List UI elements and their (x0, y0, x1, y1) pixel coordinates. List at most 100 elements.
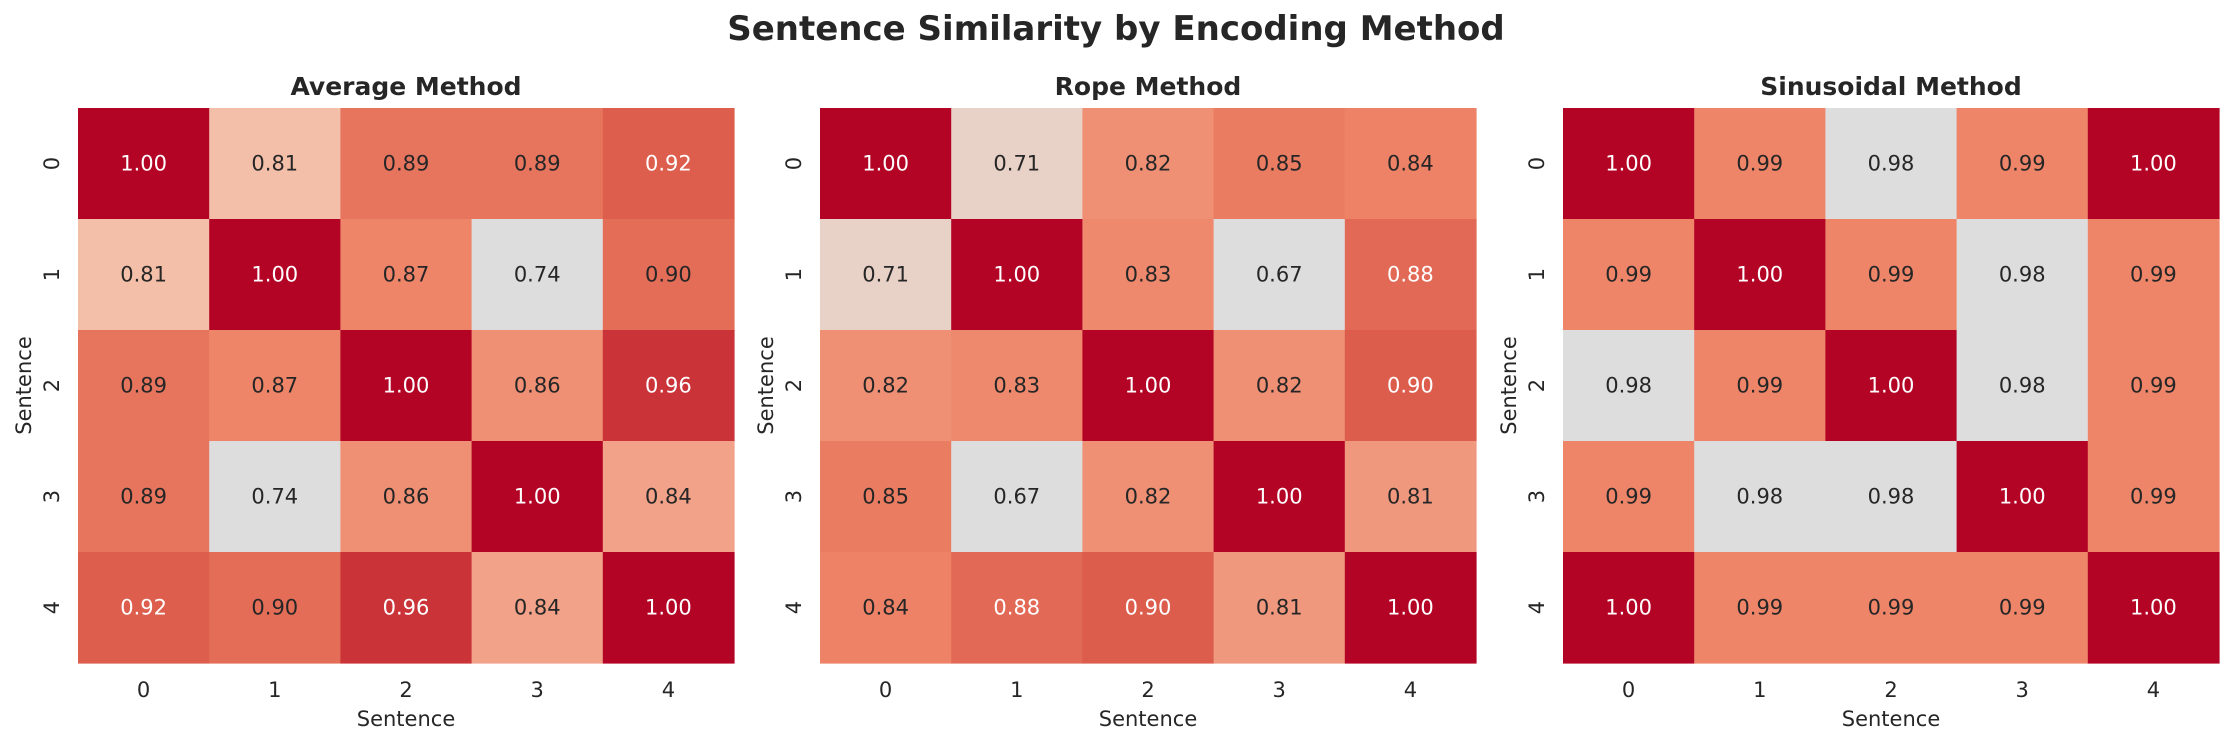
cell-value-label: 0.99 (1999, 596, 2046, 620)
heatmap-cell (1956, 552, 2089, 664)
heatmap-panel: Rope Method 1.00 0.71 0.82 0.85 0.84 0.71 1.00 0… (754, 72, 1477, 731)
cell-value-label: 0.81 (1387, 485, 1434, 509)
cell-value-label: 0.89 (383, 152, 430, 176)
x-tick-label: 3 (2016, 678, 2029, 702)
cell-value-label: 0.98 (1736, 485, 1783, 509)
cell-value-label: 1.00 (1868, 374, 1915, 398)
cell-value-label: 0.83 (993, 374, 1040, 398)
heatmap-cell (209, 330, 341, 442)
y-tick-label: 0 (1525, 157, 1549, 170)
figure-title: Sentence Similarity by Encoding Method (727, 9, 1505, 49)
heatmap-cell (78, 441, 210, 553)
cell-value-label: 0.81 (251, 152, 298, 176)
heatmap-cell (209, 441, 341, 553)
heatmap-cell (209, 552, 341, 664)
heatmap-cell (1213, 219, 1346, 331)
cell-value-label: 0.85 (1256, 152, 1303, 176)
cell-value-label: 1.00 (1999, 485, 2046, 509)
cell-value-label: 0.90 (645, 263, 692, 287)
heatmap-cell (471, 108, 604, 220)
heatmap-panels: Average Method 1.00 0.81 0.89 0.89 0.92 0.81 1.… (12, 72, 2220, 731)
x-tick-label: 2 (1884, 678, 1897, 702)
cell-value-label: 0.92 (120, 596, 167, 620)
heatmap-panel: Average Method 1.00 0.81 0.89 0.89 0.92 0.81 1.… (12, 72, 735, 731)
heatmap-cell (1694, 108, 1826, 220)
heatmap-cell (820, 330, 952, 442)
heatmap-cell (951, 441, 1083, 553)
y-axis-label: Sentence (754, 336, 778, 435)
panel-title: Rope Method (1055, 72, 1242, 101)
cell-value-label: 0.87 (251, 374, 298, 398)
heatmap-cell (340, 552, 473, 664)
y-tick-label: 0 (782, 157, 806, 170)
cell-value-label: 0.85 (862, 485, 909, 509)
cell-value-label: 0.89 (514, 152, 561, 176)
y-tick-label: 4 (782, 601, 806, 614)
cell-value-label: 1.00 (2130, 596, 2177, 620)
heatmap-cell (1694, 330, 1826, 442)
heatmap-cell (1344, 441, 1477, 553)
heatmap-cell (340, 441, 473, 553)
heatmap-cell (2087, 330, 2220, 442)
x-tick-label: 0 (137, 678, 150, 702)
cell-value-label: 0.88 (993, 596, 1040, 620)
cell-value-label: 0.99 (1999, 152, 2046, 176)
x-axis-label: Sentence (1842, 707, 1941, 731)
panel-title: Sinusoidal Method (1760, 72, 2022, 101)
heatmap-cell (209, 108, 341, 220)
heatmap-cell (1563, 108, 1695, 220)
cell-value-label: 0.81 (120, 263, 167, 287)
y-axis-label: Sentence (1497, 336, 1521, 435)
heatmap-cell (1213, 552, 1346, 664)
x-tick-label: 4 (662, 678, 675, 702)
cell-value-label: 0.84 (514, 596, 561, 620)
cell-value-label: 1.00 (1256, 485, 1303, 509)
heatmap-cell (1694, 552, 1826, 664)
cell-value-label: 1.00 (2130, 152, 2177, 176)
cell-value-label: 0.88 (1387, 263, 1434, 287)
heatmap-cell (2087, 108, 2220, 220)
cell-value-label: 0.99 (1736, 374, 1783, 398)
cell-value-label: 0.74 (514, 263, 561, 287)
heatmap-cell (820, 552, 952, 664)
heatmap-cell (78, 108, 210, 220)
x-tick-label: 2 (399, 678, 412, 702)
heatmap-cell (340, 330, 473, 442)
cell-value-label: 1.00 (993, 263, 1040, 287)
heatmap-cell (1082, 441, 1215, 553)
cell-value-label: 1.00 (645, 596, 692, 620)
heatmap-cell (1825, 552, 1958, 664)
heatmap-cell (471, 552, 604, 664)
cell-value-label: 0.92 (645, 152, 692, 176)
heatmap-cell (951, 219, 1083, 331)
cell-value-label: 1.00 (862, 152, 909, 176)
heatmap-cell (1563, 441, 1695, 553)
y-tick-label: 3 (40, 490, 64, 503)
cell-value-label: 0.71 (993, 152, 1040, 176)
cell-value-label: 0.98 (1605, 374, 1652, 398)
cell-value-label: 0.98 (1999, 374, 2046, 398)
heatmap-cell (820, 108, 952, 220)
heatmap-cell (1082, 219, 1215, 331)
cell-value-label: 0.89 (120, 374, 167, 398)
heatmap-cell (1956, 330, 2089, 442)
heatmap-cell (602, 219, 735, 331)
cell-value-label: 0.98 (1868, 152, 1915, 176)
cell-value-label: 0.71 (862, 263, 909, 287)
heatmap-cell (1956, 219, 2089, 331)
cell-value-label: 0.87 (383, 263, 430, 287)
heatmap-cell (1825, 441, 1958, 553)
cell-value-label: 0.86 (383, 485, 430, 509)
heatmap-cell (1956, 108, 2089, 220)
cell-value-label: 0.84 (862, 596, 909, 620)
heatmap-cell (951, 108, 1083, 220)
heatmap-cell (602, 108, 735, 220)
cell-value-label: 0.99 (2130, 263, 2177, 287)
y-tick-label: 1 (782, 268, 806, 281)
heatmap-cell (471, 330, 604, 442)
y-tick-label: 2 (40, 379, 64, 392)
cell-value-label: 0.82 (1125, 485, 1172, 509)
heatmap-cell (602, 441, 735, 553)
heatmap-cell (78, 219, 210, 331)
